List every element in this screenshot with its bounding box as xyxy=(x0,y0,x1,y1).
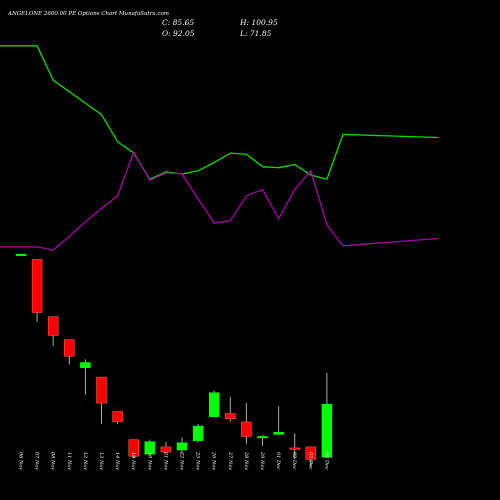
indicator-line-2 xyxy=(0,150,439,251)
candle xyxy=(208,390,220,417)
candle xyxy=(305,446,317,467)
x-tick-label: 13 Nov xyxy=(98,452,104,470)
candle-body xyxy=(192,425,204,441)
candle-body xyxy=(128,439,139,457)
candle xyxy=(160,441,172,454)
x-tick-label: 08 Nov xyxy=(50,452,56,470)
x-tick-label: 25 Nov xyxy=(195,451,201,470)
open-value: O: 92.05 xyxy=(162,29,195,38)
x-tick-label: 12 Nov xyxy=(82,452,88,470)
candle xyxy=(289,433,300,460)
candle xyxy=(241,403,252,444)
candle-body xyxy=(31,259,43,313)
x-tick-label: 14 Nov xyxy=(114,452,120,470)
candle-body xyxy=(96,376,107,404)
candles xyxy=(15,253,333,467)
x-tick-label: 21 Nov xyxy=(162,451,168,470)
candle-body xyxy=(257,436,268,439)
candle xyxy=(15,253,27,256)
x-tick-label: 29 Nov xyxy=(259,451,265,470)
candle xyxy=(112,411,123,424)
x-tick-label: 01 Dec xyxy=(275,452,281,470)
candle xyxy=(64,339,75,365)
candle xyxy=(31,259,43,322)
candle-body xyxy=(144,441,156,455)
x-axis-labels: 06 Nov 07 Nov 08 Nov 11 Nov 12 Nov 13 Nov 14 N… xyxy=(18,451,330,470)
candle-body xyxy=(225,413,236,419)
x-tick-label: 26 Nov xyxy=(211,451,217,470)
x-tick-label: 03 Dec xyxy=(307,452,313,470)
candle-body xyxy=(273,432,284,435)
candle-body xyxy=(112,411,123,423)
candle-body xyxy=(47,316,59,336)
candle-body xyxy=(160,446,172,453)
candle-body xyxy=(321,403,333,458)
x-tick-label: 22 Nov xyxy=(179,451,185,470)
close-value: C: 85.65 xyxy=(162,18,194,27)
candle xyxy=(225,396,236,422)
candle xyxy=(176,437,188,454)
candle xyxy=(257,435,268,446)
candle-body xyxy=(15,253,27,256)
x-tick-label: 04 Dec xyxy=(323,452,329,470)
candle-body xyxy=(208,392,220,417)
x-tick-label: 11 Nov xyxy=(66,452,72,470)
candle-body xyxy=(305,446,317,460)
candle xyxy=(144,439,156,457)
x-tick-label: 07 Nov xyxy=(34,452,40,470)
candle-body xyxy=(241,421,252,437)
candle xyxy=(47,316,59,346)
indicator-lines xyxy=(0,45,439,251)
candle xyxy=(192,423,204,443)
x-tick-label: 27 Nov xyxy=(227,451,233,470)
candle-body xyxy=(80,362,91,368)
candle xyxy=(96,376,107,424)
chart-title: ANGELONE 2600.00 PE Options Chart Munafa… xyxy=(7,11,169,17)
high-value: H: 100.95 xyxy=(239,18,278,27)
indicator-line-1 xyxy=(0,45,439,181)
candle xyxy=(273,406,284,436)
x-tick-label: 06 Nov xyxy=(18,452,24,470)
candle xyxy=(80,359,91,395)
candle-body xyxy=(176,442,188,451)
x-tick-label: 19 Nov xyxy=(146,452,152,470)
low-value: L: 71.85 xyxy=(239,29,272,38)
candle xyxy=(321,372,333,458)
candle-body xyxy=(64,339,75,357)
candle xyxy=(128,439,139,459)
x-tick-label: 02 Dec xyxy=(291,452,297,470)
x-tick-label: 18 Nov xyxy=(130,452,136,470)
x-tick-label: 28 Nov xyxy=(243,451,249,470)
candle-body xyxy=(289,447,300,450)
